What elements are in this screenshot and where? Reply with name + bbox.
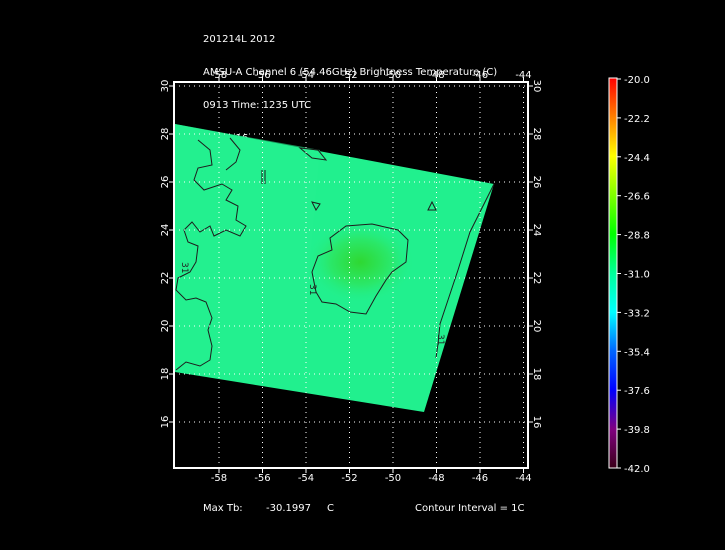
colorbar-label: -22.2 <box>624 114 650 125</box>
max-tb-unit: C <box>327 503 334 514</box>
colorbar-label: -20.0 <box>624 75 650 86</box>
contour-label: 31 <box>307 284 317 295</box>
lat-label-left: 20 <box>160 320 171 333</box>
graticule <box>174 82 528 468</box>
lon-label-top: -46 <box>472 70 488 81</box>
map-frame <box>173 81 529 469</box>
colorbar-label: -37.6 <box>624 386 650 397</box>
lat-label-right: 28 <box>531 128 542 141</box>
tick-marks <box>169 77 533 473</box>
lon-label-bottom: -56 <box>254 473 270 484</box>
longitude-labels-bottom: -58 -56 -54 -52 -50 -48 -46 -44 <box>211 473 532 484</box>
lon-label-top: -50 <box>385 70 401 81</box>
colorbar-label: -24.4 <box>624 153 650 164</box>
lon-label-top: -56 <box>254 70 270 81</box>
lat-label-right: 26 <box>531 176 542 189</box>
contour-label: 31 <box>179 262 189 273</box>
colorbar-label: -31.0 <box>624 270 650 281</box>
lat-label-right: 30 <box>531 80 542 93</box>
contour-label: 31 <box>435 334 445 345</box>
colorbar-labels: -20.0 -22.2 -24.4 -26.6 -28.8 -31.0 -33.2 -35.4… <box>624 75 650 475</box>
colorbar-label: -28.8 <box>624 231 650 242</box>
latitude-labels-left: 30 28 26 24 22 20 18 16 <box>160 80 171 429</box>
colorbar <box>608 77 618 469</box>
lat-label-left: 22 <box>160 272 171 285</box>
lon-label-bottom: -58 <box>211 473 227 484</box>
lon-label-bottom: -50 <box>385 473 401 484</box>
colorbar-label: -35.4 <box>624 347 650 358</box>
storm-id-line: 201214L 2012 <box>203 34 276 45</box>
lat-label-right: 24 <box>531 224 542 237</box>
time-line: 0913 Time: 1235 UTC <box>203 100 312 111</box>
lon-label-top: -58 <box>211 70 227 81</box>
swath-shading <box>175 124 320 372</box>
lat-label-right: 18 <box>531 368 542 381</box>
colorbar-label: -26.6 <box>624 192 650 203</box>
lat-label-right: 22 <box>531 272 542 285</box>
latitude-labels-right: 30 28 26 24 22 20 18 16 <box>531 80 542 429</box>
lat-label-left: 18 <box>160 368 171 381</box>
lon-label-bottom: -52 <box>341 473 357 484</box>
lat-label-right: 16 <box>531 416 542 429</box>
lon-label-top: -54 <box>298 70 314 81</box>
product-title-line: AMSU-A Channel 6 (54.46GHz) Brightness T… <box>203 67 498 78</box>
colorbar-ticks <box>617 78 621 469</box>
max-tb-label: Max Tb: <box>203 503 243 514</box>
contour-interval: Contour Interval = 1C <box>415 503 525 514</box>
colorbar-label: -33.2 <box>624 308 650 319</box>
max-tb-value: -30.1997 <box>266 503 311 514</box>
lon-label-bottom: -44 <box>515 473 531 484</box>
lat-label-left: 26 <box>160 176 171 189</box>
lon-label-top: -52 <box>341 70 357 81</box>
lon-label-top: -48 <box>428 70 444 81</box>
lon-label-bottom: -54 <box>298 473 314 484</box>
longitude-labels-top: -58 -56 -54 -52 -50 -48 -46 -44 <box>211 70 532 81</box>
colorbar-label: -42.0 <box>624 464 650 475</box>
lat-label-right: 20 <box>531 320 542 333</box>
warm-core <box>305 220 415 304</box>
lat-label-left: 16 <box>160 416 171 429</box>
lat-label-left: 24 <box>160 224 171 237</box>
colorbar-label: -39.8 <box>624 425 650 436</box>
lon-label-top: -44 <box>515 70 531 81</box>
lat-label-left: 30 <box>160 80 171 93</box>
lon-label-bottom: -46 <box>472 473 488 484</box>
lon-label-bottom: -48 <box>428 473 444 484</box>
lat-label-left: 28 <box>160 128 171 141</box>
